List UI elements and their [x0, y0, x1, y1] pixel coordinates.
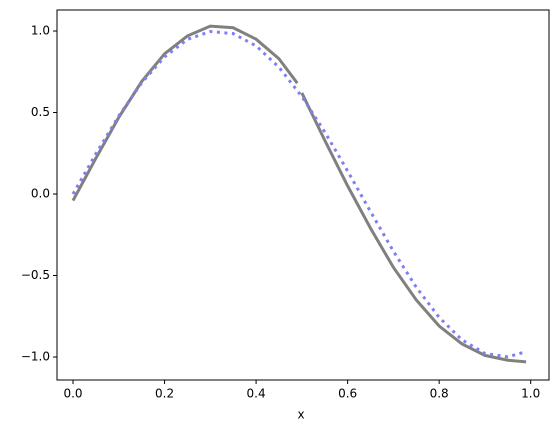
x-tick-label: 0.0 [63, 387, 82, 401]
plot-frame [56, 9, 550, 381]
y-tick-label: 0.5 [31, 105, 50, 119]
x-axis-label: x [297, 408, 304, 422]
y-tick-label: −1.0 [21, 350, 50, 364]
data-line [71, 29, 527, 359]
x-tick-label: 0.8 [430, 387, 449, 401]
x-tick-label: 0.2 [155, 387, 174, 401]
data-line [300, 92, 527, 364]
y-tick-label: 1.0 [31, 24, 50, 38]
x-tick-label: 0.4 [247, 387, 266, 401]
y-tick-label: −0.5 [21, 268, 50, 282]
x-tick-label: 1.0 [521, 387, 540, 401]
x-tick-label: 0.6 [338, 387, 357, 401]
y-tick-label: 0.0 [31, 187, 50, 201]
data-line [71, 24, 299, 202]
